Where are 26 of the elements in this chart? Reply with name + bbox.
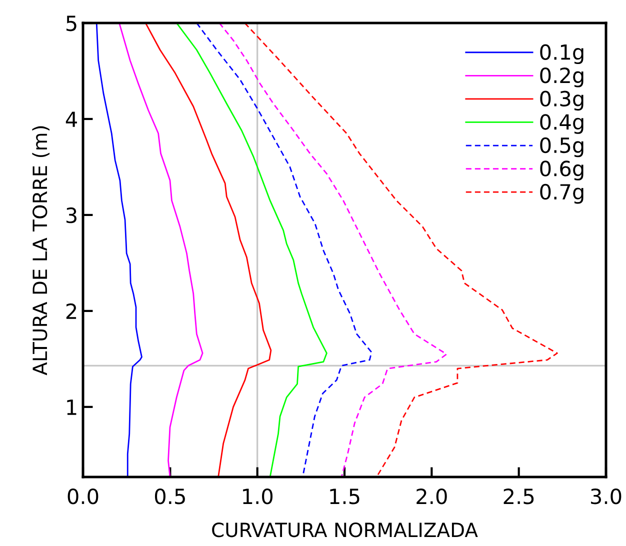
x-tick-label: 1.0 — [243, 488, 273, 504]
y-tick-label: 2 — [66, 303, 76, 319]
x-tick-label: 3.0 — [591, 488, 622, 504]
legend-label: 0.1g — [540, 44, 584, 64]
legend-label: 0.5g — [540, 137, 584, 158]
line-series — [118, 23, 204, 477]
y-tick-label: 5 — [66, 16, 76, 32]
y-tick-label: 4 — [66, 112, 77, 127]
legend-label: 0.3g — [540, 90, 584, 111]
line-series — [96, 23, 142, 477]
line-series — [218, 23, 448, 477]
x-tick-label: 2.0 — [416, 488, 447, 504]
x-tick-label: 1.5 — [330, 488, 360, 504]
y-tick-label: 3 — [66, 207, 76, 224]
legend-label: 0.6g — [540, 160, 584, 180]
y-axis-title: ALTURA DE LA TORRE (m) — [32, 126, 50, 376]
x-axis-title: CURVATURA NORMALIZADA — [212, 522, 478, 538]
y-tick-label: 1 — [67, 400, 76, 415]
legend-label: 0.7g — [540, 184, 584, 204]
legend-label: 0.4g — [540, 114, 584, 134]
legend-label: 0.2g — [540, 67, 584, 88]
line-series — [144, 23, 272, 477]
x-tick-label: 2.5 — [504, 488, 534, 504]
x-tick-label: 0.0 — [68, 488, 98, 504]
x-tick-label: 0.5 — [154, 488, 185, 504]
line-series — [176, 23, 328, 477]
